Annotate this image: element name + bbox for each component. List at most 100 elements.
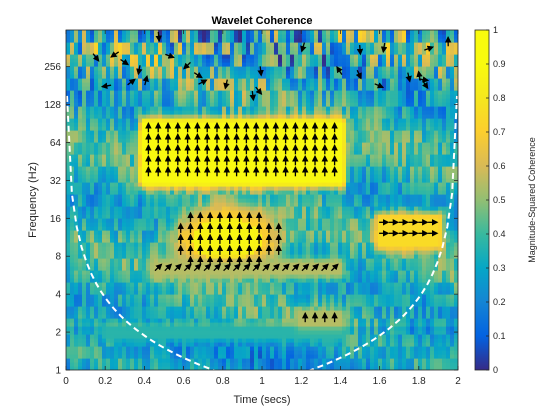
- heatmap-cell: [258, 290, 263, 295]
- heatmap-cell: [102, 230, 107, 235]
- heatmap-cell: [282, 82, 287, 87]
- heatmap-cell: [274, 326, 279, 331]
- heatmap-cell: [278, 54, 283, 59]
- heatmap-cell: [146, 334, 151, 339]
- heatmap-cell: [82, 146, 87, 151]
- heatmap-cell: [210, 122, 215, 127]
- heatmap-cell: [110, 198, 115, 203]
- heatmap-cell: [210, 330, 215, 335]
- heatmap-cell: [290, 202, 295, 207]
- heatmap-cell: [134, 150, 139, 155]
- heatmap-cell: [298, 226, 303, 231]
- heatmap-cell: [286, 238, 291, 243]
- heatmap-cell: [126, 158, 131, 163]
- heatmap-cell: [90, 150, 95, 155]
- heatmap-cell: [78, 90, 83, 95]
- heatmap-cell: [274, 274, 279, 279]
- heatmap-cell: [106, 238, 111, 243]
- heatmap-cell: [230, 190, 235, 195]
- heatmap-cell: [298, 174, 303, 179]
- heatmap-cell: [74, 110, 79, 115]
- heatmap-cell: [246, 342, 251, 347]
- heatmap-cell: [118, 222, 123, 227]
- heatmap-cell: [134, 130, 139, 135]
- heatmap-cell: [290, 234, 295, 239]
- heatmap-cell: [290, 46, 295, 51]
- heatmap-cell: [274, 46, 279, 51]
- heatmap-cell: [178, 322, 183, 327]
- heatmap-cell: [222, 54, 227, 59]
- heatmap-cell: [282, 254, 287, 259]
- heatmap-cell: [142, 218, 147, 223]
- heatmap-cell: [294, 198, 299, 203]
- heatmap-cell: [246, 330, 251, 335]
- heatmap-cell: [278, 306, 283, 311]
- heatmap-cell: [218, 270, 223, 275]
- heatmap-cell: [118, 330, 123, 335]
- heatmap-cell: [78, 118, 83, 123]
- heatmap-cell: [230, 74, 235, 79]
- heatmap-cell: [238, 102, 243, 107]
- heatmap-cell: [182, 318, 187, 323]
- heatmap-cell: [78, 250, 83, 255]
- heatmap-cell: [198, 50, 203, 55]
- heatmap-cell: [78, 50, 83, 55]
- heatmap-cell: [222, 94, 227, 99]
- heatmap-cell: [298, 238, 303, 243]
- heatmap-cell: [186, 178, 191, 183]
- heatmap-cell: [94, 138, 99, 143]
- heatmap-cell: [254, 58, 259, 63]
- heatmap-cell: [254, 290, 259, 295]
- heatmap-cell: [262, 302, 267, 307]
- heatmap-cell: [254, 362, 259, 367]
- heatmap-cell: [238, 342, 243, 347]
- heatmap-cell: [270, 194, 275, 199]
- heatmap-cell: [134, 170, 139, 175]
- heatmap-cell: [222, 118, 227, 123]
- heatmap-cell: [98, 334, 103, 339]
- heatmap-cell: [150, 262, 155, 267]
- heatmap-cell: [150, 82, 155, 87]
- heatmap-cell: [206, 130, 211, 135]
- heatmap-cell: [154, 282, 159, 287]
- heatmap-cell: [298, 154, 303, 159]
- heatmap-cell: [254, 306, 259, 311]
- heatmap-cell: [118, 274, 123, 279]
- heatmap-cell: [118, 78, 123, 83]
- heatmap-cell: [114, 266, 119, 271]
- heatmap-cell: [106, 234, 111, 239]
- heatmap-cell: [114, 86, 119, 91]
- heatmap-cell: [278, 322, 283, 327]
- heatmap-cell: [186, 162, 191, 167]
- heatmap-cell: [94, 198, 99, 203]
- heatmap-cell: [126, 354, 131, 359]
- heatmap-cell: [274, 50, 279, 55]
- heatmap-cell: [150, 238, 155, 243]
- heatmap-cell: [202, 126, 207, 131]
- heatmap-cell: [114, 226, 119, 231]
- heatmap-cell: [270, 354, 275, 359]
- heatmap-cell: [150, 350, 155, 355]
- heatmap-cell: [150, 118, 155, 123]
- heatmap-cell: [250, 130, 255, 135]
- heatmap-cell: [122, 94, 127, 99]
- heatmap-cell: [138, 62, 143, 67]
- heatmap-cell: [94, 158, 99, 163]
- heatmap-cell: [74, 46, 79, 51]
- heatmap-cell: [102, 342, 107, 347]
- heatmap-cell: [170, 206, 175, 211]
- heatmap-cell: [74, 318, 79, 323]
- heatmap-cell: [238, 154, 243, 159]
- heatmap-cell: [98, 106, 103, 111]
- heatmap-cell: [274, 54, 279, 59]
- heatmap-cell: [98, 130, 103, 135]
- heatmap-cell: [286, 258, 291, 263]
- heatmap-cell: [166, 322, 171, 327]
- heatmap-cell: [286, 342, 291, 347]
- heatmap-cell: [190, 62, 195, 67]
- heatmap-cell: [122, 78, 127, 83]
- heatmap-cell: [74, 314, 79, 319]
- heatmap-cell: [210, 186, 215, 191]
- heatmap-cell: [126, 242, 131, 247]
- heatmap-cell: [198, 194, 203, 199]
